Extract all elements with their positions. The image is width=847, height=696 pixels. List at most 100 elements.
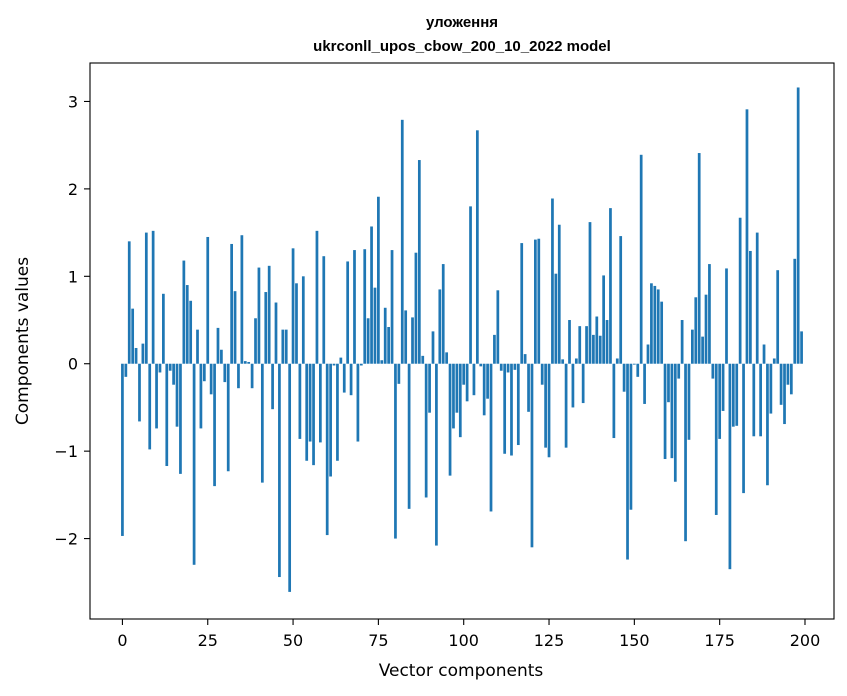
bar	[530, 363, 534, 548]
bar	[772, 358, 776, 364]
bar	[663, 363, 667, 460]
bar	[240, 235, 244, 364]
bar	[660, 301, 664, 364]
bar	[141, 343, 145, 364]
bar	[650, 283, 653, 364]
bar	[718, 363, 722, 439]
bar	[394, 363, 397, 539]
bar	[612, 363, 616, 439]
bar	[349, 363, 353, 396]
bar	[537, 238, 541, 364]
bar	[213, 363, 216, 487]
bar	[653, 285, 657, 364]
bar	[513, 363, 517, 370]
bar	[329, 363, 332, 477]
bar	[735, 363, 739, 426]
bar	[151, 230, 155, 364]
bar	[134, 347, 138, 364]
bar	[503, 363, 507, 454]
bar	[523, 354, 527, 364]
bar	[738, 217, 742, 364]
bar	[342, 363, 346, 393]
bar	[179, 363, 182, 474]
x-tick-label: 50	[283, 631, 303, 650]
bar	[202, 363, 206, 382]
bar	[793, 258, 797, 364]
bar	[571, 363, 575, 408]
bar	[472, 363, 476, 396]
bar	[383, 307, 387, 364]
bar	[291, 248, 295, 364]
bar	[574, 358, 578, 364]
bar	[315, 230, 319, 364]
bar	[189, 300, 193, 364]
x-ticks: 0 25 50 75 100 125 150 175 200	[117, 619, 820, 650]
bar	[568, 320, 571, 364]
bar	[592, 334, 595, 364]
bar	[199, 363, 203, 429]
bar	[148, 363, 152, 450]
bar	[469, 206, 472, 364]
bar	[800, 331, 803, 364]
bar	[288, 363, 292, 592]
bar	[728, 363, 732, 570]
x-tick-label: 75	[368, 631, 388, 650]
bar	[697, 153, 701, 364]
bars-group	[121, 87, 803, 592]
bar	[196, 329, 199, 364]
bar	[435, 363, 438, 546]
bar	[319, 363, 322, 443]
bar	[458, 363, 462, 438]
bar	[656, 289, 660, 364]
bar	[206, 236, 210, 364]
bar	[609, 208, 612, 364]
bar	[237, 363, 240, 389]
bar	[643, 363, 646, 404]
y-tick-label: −1	[54, 442, 78, 461]
chart-title: уложення	[426, 14, 498, 31]
bar	[397, 363, 401, 384]
bar	[755, 232, 759, 364]
bar	[162, 293, 165, 364]
y-tick-label: 0	[68, 355, 78, 374]
bar	[694, 297, 698, 364]
bar	[209, 363, 213, 395]
bar	[233, 291, 237, 364]
bar	[749, 250, 752, 364]
bar	[585, 326, 588, 364]
bar	[260, 363, 264, 483]
bar	[121, 363, 124, 536]
bar	[687, 363, 691, 440]
bar	[404, 310, 408, 364]
bar	[496, 290, 500, 364]
y-axis-label: Components values	[13, 257, 33, 425]
bar	[769, 363, 773, 414]
bar	[527, 363, 530, 412]
bar	[353, 250, 356, 364]
bar	[250, 363, 254, 389]
bar	[247, 361, 251, 364]
bar	[407, 363, 411, 509]
bar	[554, 273, 558, 364]
bar	[578, 326, 582, 364]
bar	[595, 316, 599, 364]
bar	[673, 363, 677, 482]
bar	[479, 363, 483, 367]
bar	[708, 264, 711, 364]
bar	[417, 160, 421, 364]
bar	[267, 265, 271, 364]
bar	[547, 363, 551, 458]
bar	[632, 363, 636, 365]
bar	[711, 363, 715, 379]
bar	[639, 154, 643, 364]
y-tick-label: 3	[68, 92, 78, 111]
bar	[602, 275, 605, 364]
bar	[667, 363, 670, 403]
bar	[356, 363, 360, 442]
bar	[445, 352, 449, 364]
bar	[745, 109, 749, 364]
bar	[127, 241, 131, 364]
bar	[373, 287, 377, 364]
